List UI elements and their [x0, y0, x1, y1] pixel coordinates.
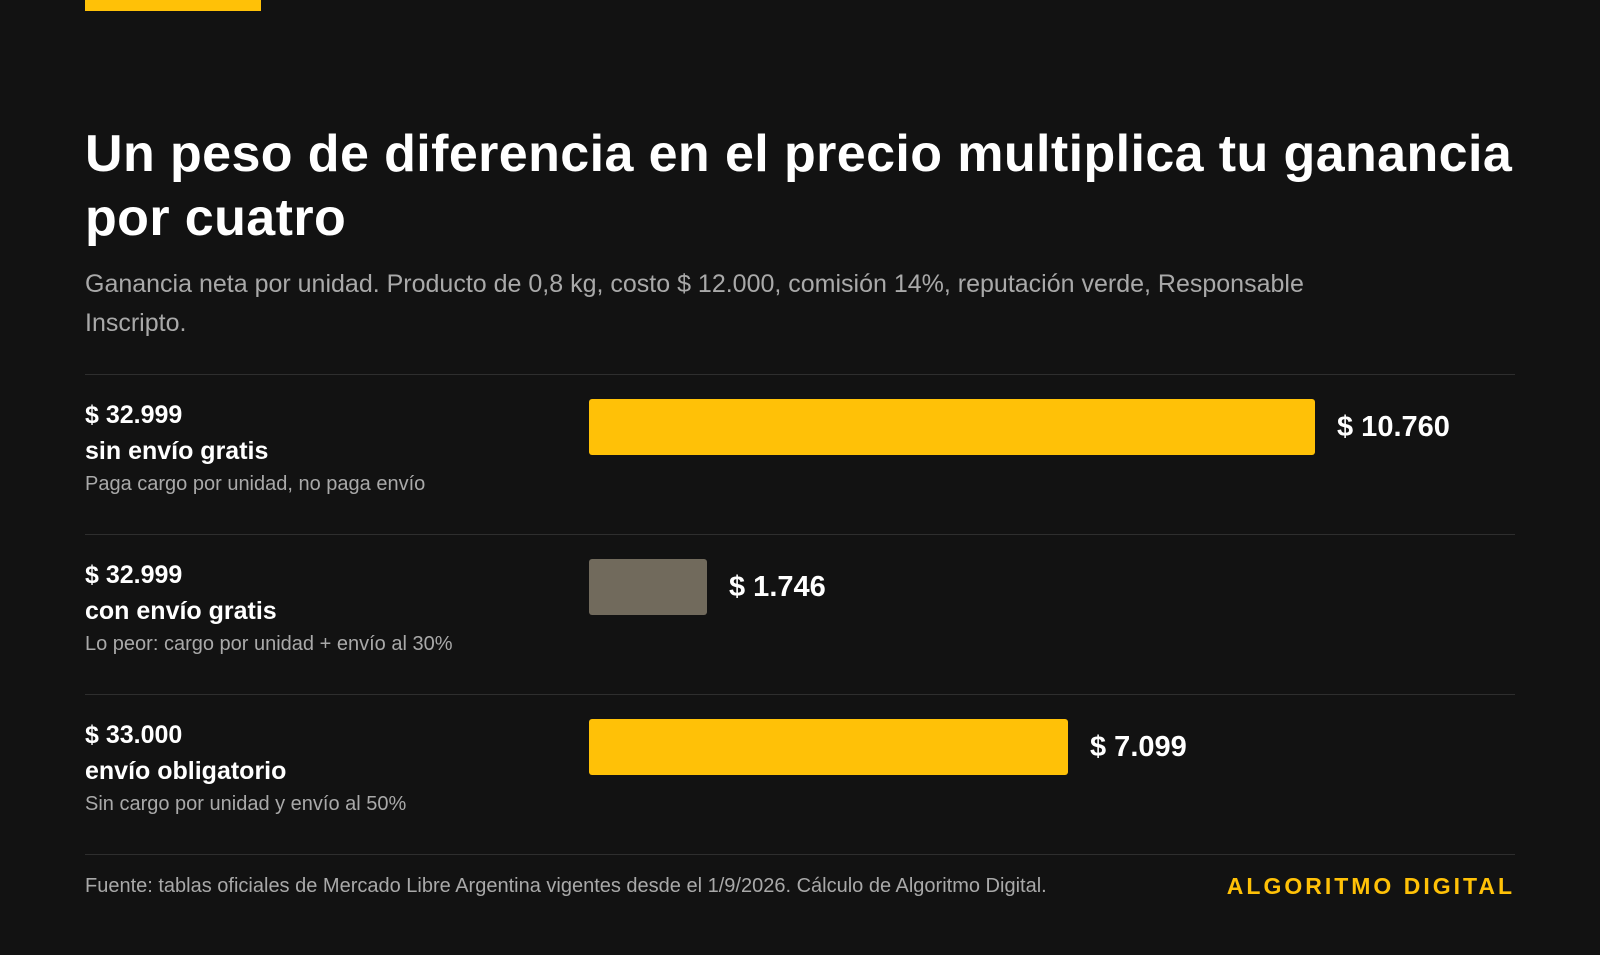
chart-title: Un peso de diferencia en el precio multi… — [85, 125, 1513, 247]
bar — [589, 559, 707, 615]
bar-value-label: $ 7.099 — [1090, 731, 1187, 763]
row-label: sin envío gratis — [85, 437, 269, 465]
brand-logo: ALGORITMO DIGITAL — [1226, 873, 1515, 899]
row-price: $ 33.000 — [85, 721, 183, 749]
row-label: con envío gratis — [85, 597, 277, 625]
row-note: Lo peor: cargo por unidad + envío al 30% — [85, 633, 453, 655]
bar — [589, 719, 1068, 775]
row-note: Paga cargo por unidad, no paga envío — [85, 473, 426, 495]
divider — [85, 534, 1515, 535]
row-price: $ 32.999 — [85, 401, 183, 429]
bar-value-label: $ 1.746 — [729, 571, 826, 603]
divider — [85, 854, 1515, 855]
bar-value-label: $ 10.760 — [1337, 411, 1450, 443]
divider — [85, 694, 1515, 695]
divider — [85, 374, 1515, 375]
chart-row: $ 33.000 envío obligatorio Sin cargo por… — [85, 695, 1515, 855]
source-note: Fuente: tablas oficiales de Mercado Libr… — [85, 875, 1047, 897]
chart-row: $ 32.999 con envío gratis Lo peor: cargo… — [85, 535, 1515, 695]
row-label: envío obligatorio — [85, 757, 287, 785]
accent-bar — [85, 0, 261, 11]
chart-subtitle: Ganancia neta por unidad. Producto de 0,… — [85, 270, 1304, 337]
bar — [589, 399, 1315, 455]
row-price: $ 32.999 — [85, 561, 183, 589]
row-note: Sin cargo por unidad y envío al 50% — [85, 793, 407, 815]
chart-row: $ 32.999 sin envío gratis Paga cargo por… — [85, 375, 1515, 535]
